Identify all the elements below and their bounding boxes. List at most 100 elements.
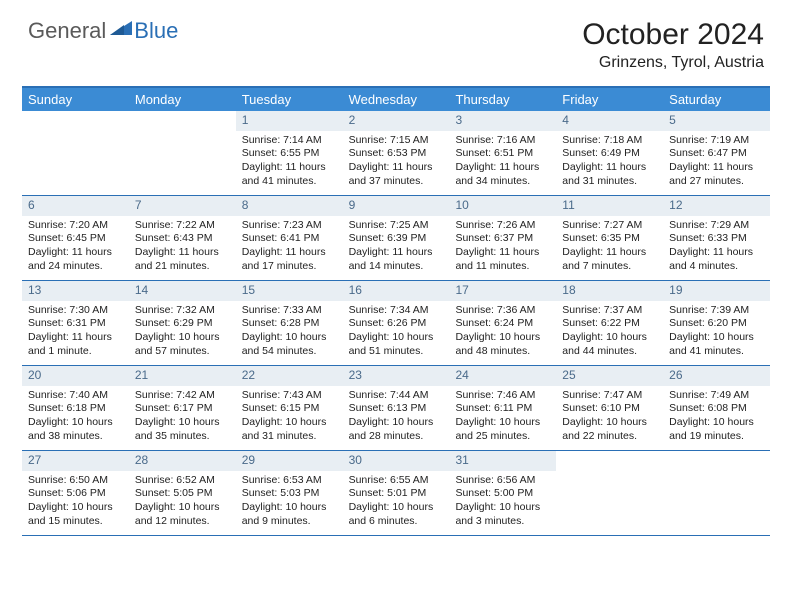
sunrise-line: Sunrise: 7:44 AM: [349, 389, 444, 403]
day-number: 23: [343, 366, 450, 386]
daylight-line: Daylight: 11 hours and 21 minutes.: [135, 246, 230, 273]
sunrise-line: Sunrise: 7:32 AM: [135, 304, 230, 318]
day-content: Sunrise: 6:50 AMSunset: 5:06 PMDaylight:…: [22, 471, 129, 535]
sunrise-line: Sunrise: 7:46 AM: [455, 389, 550, 403]
day-content: Sunrise: 7:25 AMSunset: 6:39 PMDaylight:…: [343, 216, 450, 280]
day-content: Sunrise: 7:47 AMSunset: 6:10 PMDaylight:…: [556, 386, 663, 450]
day-cell: 26Sunrise: 7:49 AMSunset: 6:08 PMDayligh…: [663, 366, 770, 450]
day-cell: 6Sunrise: 7:20 AMSunset: 6:45 PMDaylight…: [22, 196, 129, 280]
day-cell: 17Sunrise: 7:36 AMSunset: 6:24 PMDayligh…: [449, 281, 556, 365]
logo: General Blue: [28, 18, 178, 44]
daylight-line: Daylight: 11 hours and 7 minutes.: [562, 246, 657, 273]
sunset-line: Sunset: 6:22 PM: [562, 317, 657, 331]
day-number: 10: [449, 196, 556, 216]
week-row: 20Sunrise: 7:40 AMSunset: 6:18 PMDayligh…: [22, 366, 770, 451]
day-content: Sunrise: 7:44 AMSunset: 6:13 PMDaylight:…: [343, 386, 450, 450]
sunrise-line: Sunrise: 7:39 AM: [669, 304, 764, 318]
day-number: 26: [663, 366, 770, 386]
sunset-line: Sunset: 6:31 PM: [28, 317, 123, 331]
day-number: 27: [22, 451, 129, 471]
sunset-line: Sunset: 6:39 PM: [349, 232, 444, 246]
month-title: October 2024: [582, 18, 764, 52]
day-number: 15: [236, 281, 343, 301]
day-cell: 15Sunrise: 7:33 AMSunset: 6:28 PMDayligh…: [236, 281, 343, 365]
day-number: 31: [449, 451, 556, 471]
day-number: 25: [556, 366, 663, 386]
day-number: 24: [449, 366, 556, 386]
day-cell: 18Sunrise: 7:37 AMSunset: 6:22 PMDayligh…: [556, 281, 663, 365]
daylight-line: Daylight: 10 hours and 57 minutes.: [135, 331, 230, 358]
sunset-line: Sunset: 5:00 PM: [455, 487, 550, 501]
weekday-header-cell: Wednesday: [343, 88, 450, 111]
sunrise-line: Sunrise: 7:20 AM: [28, 219, 123, 233]
day-content: Sunrise: 7:16 AMSunset: 6:51 PMDaylight:…: [449, 131, 556, 195]
day-number: 22: [236, 366, 343, 386]
day-number: 11: [556, 196, 663, 216]
sunset-line: Sunset: 6:08 PM: [669, 402, 764, 416]
sunset-line: Sunset: 6:11 PM: [455, 402, 550, 416]
day-number: 5: [663, 111, 770, 131]
sunrise-line: Sunrise: 7:16 AM: [455, 134, 550, 148]
sunset-line: Sunset: 6:29 PM: [135, 317, 230, 331]
day-number: 9: [343, 196, 450, 216]
day-cell: 13Sunrise: 7:30 AMSunset: 6:31 PMDayligh…: [22, 281, 129, 365]
day-cell: 24Sunrise: 7:46 AMSunset: 6:11 PMDayligh…: [449, 366, 556, 450]
day-content: Sunrise: 6:56 AMSunset: 5:00 PMDaylight:…: [449, 471, 556, 535]
daylight-line: Daylight: 10 hours and 22 minutes.: [562, 416, 657, 443]
sunset-line: Sunset: 5:03 PM: [242, 487, 337, 501]
sunrise-line: Sunrise: 7:19 AM: [669, 134, 764, 148]
day-content: Sunrise: 7:18 AMSunset: 6:49 PMDaylight:…: [556, 131, 663, 195]
daylight-line: Daylight: 11 hours and 24 minutes.: [28, 246, 123, 273]
weekday-header-cell: Friday: [556, 88, 663, 111]
daylight-line: Daylight: 10 hours and 35 minutes.: [135, 416, 230, 443]
daylight-line: Daylight: 10 hours and 54 minutes.: [242, 331, 337, 358]
logo-triangle-icon: [110, 20, 132, 41]
daylight-line: Daylight: 11 hours and 41 minutes.: [242, 161, 337, 188]
day-number: 18: [556, 281, 663, 301]
day-cell: 28Sunrise: 6:52 AMSunset: 5:05 PMDayligh…: [129, 451, 236, 535]
day-cell: 21Sunrise: 7:42 AMSunset: 6:17 PMDayligh…: [129, 366, 236, 450]
daylight-line: Daylight: 11 hours and 27 minutes.: [669, 161, 764, 188]
sunrise-line: Sunrise: 7:25 AM: [349, 219, 444, 233]
sunset-line: Sunset: 6:41 PM: [242, 232, 337, 246]
day-cell: 9Sunrise: 7:25 AMSunset: 6:39 PMDaylight…: [343, 196, 450, 280]
weekday-header-row: SundayMondayTuesdayWednesdayThursdayFrid…: [22, 88, 770, 111]
day-number: 17: [449, 281, 556, 301]
day-cell: 27Sunrise: 6:50 AMSunset: 5:06 PMDayligh…: [22, 451, 129, 535]
day-content: Sunrise: 7:37 AMSunset: 6:22 PMDaylight:…: [556, 301, 663, 365]
daylight-line: Daylight: 10 hours and 28 minutes.: [349, 416, 444, 443]
location: Grinzens, Tyrol, Austria: [582, 54, 764, 72]
sunrise-line: Sunrise: 7:27 AM: [562, 219, 657, 233]
day-number: 12: [663, 196, 770, 216]
day-cell: 4Sunrise: 7:18 AMSunset: 6:49 PMDaylight…: [556, 111, 663, 195]
sunset-line: Sunset: 6:26 PM: [349, 317, 444, 331]
sunset-line: Sunset: 6:37 PM: [455, 232, 550, 246]
sunset-line: Sunset: 6:20 PM: [669, 317, 764, 331]
sunrise-line: Sunrise: 7:30 AM: [28, 304, 123, 318]
day-number: 8: [236, 196, 343, 216]
daylight-line: Daylight: 11 hours and 17 minutes.: [242, 246, 337, 273]
day-cell: 16Sunrise: 7:34 AMSunset: 6:26 PMDayligh…: [343, 281, 450, 365]
day-cell: 5Sunrise: 7:19 AMSunset: 6:47 PMDaylight…: [663, 111, 770, 195]
daylight-line: Daylight: 10 hours and 38 minutes.: [28, 416, 123, 443]
day-number: 7: [129, 196, 236, 216]
week-row: 6Sunrise: 7:20 AMSunset: 6:45 PMDaylight…: [22, 196, 770, 281]
day-number: 4: [556, 111, 663, 131]
sunset-line: Sunset: 6:28 PM: [242, 317, 337, 331]
day-content: Sunrise: 7:33 AMSunset: 6:28 PMDaylight:…: [236, 301, 343, 365]
sunset-line: Sunset: 6:15 PM: [242, 402, 337, 416]
day-content: Sunrise: 6:55 AMSunset: 5:01 PMDaylight:…: [343, 471, 450, 535]
day-content: Sunrise: 7:42 AMSunset: 6:17 PMDaylight:…: [129, 386, 236, 450]
day-number: 16: [343, 281, 450, 301]
daylight-line: Daylight: 10 hours and 6 minutes.: [349, 501, 444, 528]
daylight-line: Daylight: 10 hours and 48 minutes.: [455, 331, 550, 358]
sunset-line: Sunset: 5:05 PM: [135, 487, 230, 501]
day-cell: 14Sunrise: 7:32 AMSunset: 6:29 PMDayligh…: [129, 281, 236, 365]
sunset-line: Sunset: 6:24 PM: [455, 317, 550, 331]
header: General Blue October 2024 Grinzens, Tyro…: [0, 0, 792, 80]
day-content: Sunrise: 7:36 AMSunset: 6:24 PMDaylight:…: [449, 301, 556, 365]
day-cell: 2Sunrise: 7:15 AMSunset: 6:53 PMDaylight…: [343, 111, 450, 195]
day-content: Sunrise: 7:40 AMSunset: 6:18 PMDaylight:…: [22, 386, 129, 450]
sunrise-line: Sunrise: 7:15 AM: [349, 134, 444, 148]
daylight-line: Daylight: 10 hours and 9 minutes.: [242, 501, 337, 528]
